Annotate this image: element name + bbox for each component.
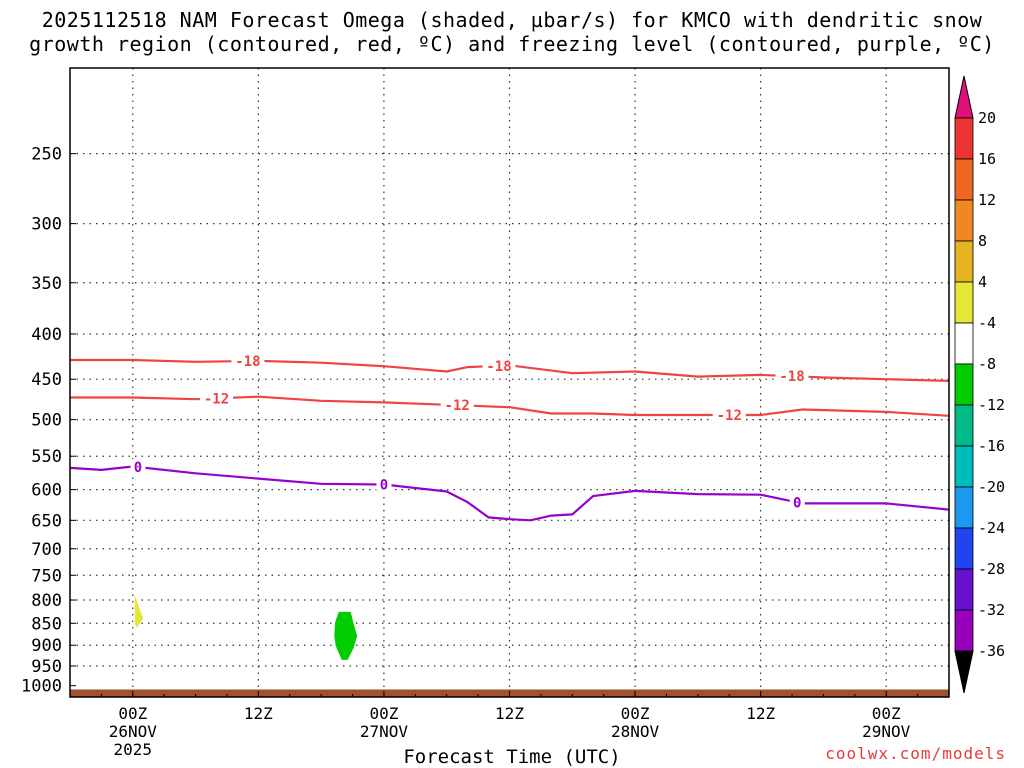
y-tick-label-300: 300 (31, 215, 62, 235)
colorbar-box-0 (954, 117, 974, 160)
credit-text: coolwx.com/models (825, 744, 1006, 763)
colorbar: 20 16 12 8 4 -4 -8 -12 -16 -20 -24 -28 -32 -36 (954, 75, 1005, 694)
x-tick-label-2: 00Z (369, 704, 398, 723)
colorbar-label-0: 20 (978, 109, 996, 127)
colorbar-label-6: -8 (978, 355, 996, 373)
colorbar-label-2: 12 (978, 191, 996, 209)
colorbar-bottom-arrow (954, 650, 974, 694)
contour-label--12: -12 (445, 398, 470, 414)
y-tick-label-1000: 1000 (21, 677, 62, 697)
contour-label-bg (200, 390, 233, 407)
colorbar-label-8: -16 (978, 437, 1005, 455)
x-tick-date-4: 28NOV (611, 722, 660, 741)
colorbar-box-8 (954, 445, 974, 488)
colorbar-label-1: 16 (978, 150, 996, 168)
contour-line-0 (69, 465, 950, 522)
colorbar-top-arrow (954, 75, 974, 119)
y-tick-label-250: 250 (31, 145, 62, 165)
x-tick-date-2: 27NOV (360, 722, 409, 741)
y-tick-label-550: 550 (31, 447, 62, 467)
colorbar-label-13: -36 (978, 642, 1005, 660)
y-tick-label-900: 900 (31, 636, 62, 656)
contour-lines: -18 -18 -18 -12 -12 -12 0 0 0 (69, 353, 950, 522)
x-tick-label-0: 00Z (118, 704, 147, 723)
colorbar-box-10 (954, 527, 974, 570)
y-axis: 2503003504004505005506006507007508008509… (21, 145, 76, 697)
contour-label-0: 0 (793, 495, 801, 511)
contour-label-bg (482, 357, 516, 374)
x-tick-date-6: 29NOV (862, 722, 911, 741)
colorbar-label-9: -20 (978, 478, 1005, 496)
x-tick-label-3: 12Z (495, 704, 524, 723)
colorbar-box-7 (954, 404, 974, 447)
colorbar-box-2 (954, 199, 974, 242)
contour-label-bg (789, 494, 805, 511)
colorbar-label-5: -4 (978, 314, 996, 332)
x-tick-label-5: 12Z (746, 704, 775, 723)
y-tick-label-750: 750 (31, 566, 62, 586)
contour-label-bg (775, 368, 809, 385)
contour-label-bg (376, 476, 392, 493)
y-tick-label-350: 350 (31, 274, 62, 294)
colorbar-label-3: 8 (978, 232, 987, 250)
colorbar-box-11 (954, 568, 974, 611)
y-tick-label-500: 500 (31, 411, 62, 431)
chart-title-line-1: 2025112518 NAM Forecast Omega (shaded, µ… (41, 8, 983, 32)
y-tick-label-800: 800 (31, 591, 62, 611)
x-tick-year-0: 2025 (114, 740, 153, 759)
y-tick-label-650: 650 (31, 511, 62, 531)
colorbar-box-1 (954, 158, 974, 201)
contour-label-0: 0 (380, 477, 388, 493)
colorbar-label-10: -24 (978, 519, 1005, 537)
x-tick-label-4: 00Z (621, 704, 650, 723)
omega-region-yellow (134, 595, 144, 628)
plot-background (70, 68, 949, 697)
colorbar-box-9 (954, 486, 974, 529)
contour-label-0: 0 (134, 460, 142, 476)
contour-label--18: -18 (486, 359, 511, 375)
colorbar-box-6 (954, 363, 974, 406)
colorbar-label-12: -32 (978, 601, 1005, 619)
x-tick-date-0: 26NOV (109, 722, 158, 741)
colorbar-box-12 (954, 609, 974, 652)
colorbar-label-11: -28 (978, 560, 1005, 578)
y-tick-label-950: 950 (31, 657, 62, 677)
colorbar-box-5 (954, 322, 974, 365)
contour-label--18: -18 (235, 354, 260, 370)
chart-title-line-2: growth region (contoured, red, ºC) and f… (29, 32, 995, 56)
contour-label-bg (231, 353, 265, 370)
colorbar-box-3 (954, 240, 974, 283)
colorbar-label-4: 4 (978, 273, 987, 291)
y-tick-label-700: 700 (31, 540, 62, 560)
colorbar-box-4 (954, 281, 974, 324)
contour-label-bg (440, 397, 474, 414)
y-tick-label-450: 450 (31, 370, 62, 390)
x-tick-label-6: 00Z (872, 704, 901, 723)
contour-label--12: -12 (204, 391, 229, 407)
colorbar-label-7: -12 (978, 396, 1005, 414)
plot-area (70, 68, 949, 697)
contour-label--18: -18 (779, 369, 804, 385)
y-tick-label-400: 400 (31, 325, 62, 345)
contour-label-bg (130, 459, 146, 476)
grid-lines (70, 68, 949, 697)
contour-label-bg (712, 407, 746, 424)
x-axis-label: Forecast Time (UTC) (403, 746, 621, 768)
y-tick-label-850: 850 (31, 614, 62, 634)
contour-label--12: -12 (717, 408, 742, 424)
omega-region-green (334, 611, 358, 660)
x-tick-label-1: 12Z (244, 704, 273, 723)
y-tick-label-600: 600 (31, 481, 62, 501)
